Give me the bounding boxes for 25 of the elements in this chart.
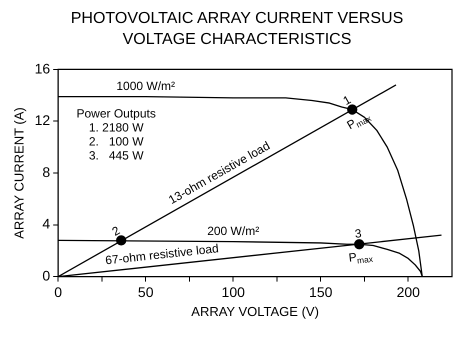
annotation: 1000 W/m² [116,78,176,93]
x-tick-label: 150 [309,284,333,300]
x-axis-title: ARRAY VOLTAGE (V) [191,304,319,319]
annotation: Pmax [344,112,374,132]
x-tick-label: 100 [222,284,246,300]
y-axis-title: ARRAY CURRENT (A) [11,107,26,239]
annotation: 2. 100 W [88,134,144,149]
annotation: 67-ohm resistive load [104,241,220,268]
x-tick-label: 200 [396,284,420,300]
x-tick-label: 0 [54,284,62,300]
annotation: 3. 445 W [88,148,144,163]
annotation: Pmax [348,250,374,266]
y-tick-label: 12 [34,112,50,128]
annotation: 200 W/m² [207,224,260,238]
annotation: 2 [110,223,123,239]
y-tick-label: 16 [34,60,50,76]
annotation: 1 [340,92,354,108]
y-tick-label: 4 [42,216,50,232]
chart-title: PHOTOVOLTAIC ARRAY CURRENT VERSUS VOLTAGE CHARACTERISTICS [70,9,404,50]
annotation: 1. 2180 W [88,120,144,135]
annotation: Power Outputs [76,106,156,121]
y-tick-label: 0 [42,267,50,284]
y-tick-label: 8 [42,164,50,180]
annotation: 3 [354,226,362,241]
x-tick-label: 50 [138,284,154,300]
